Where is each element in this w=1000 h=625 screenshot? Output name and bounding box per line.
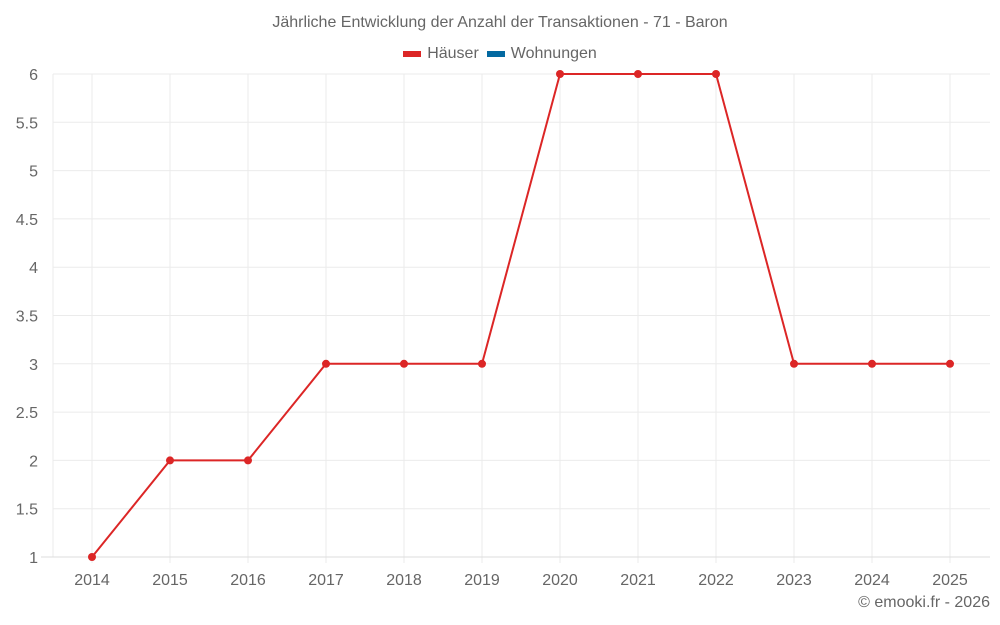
legend: Häuser Wohnungen xyxy=(0,45,1000,63)
x-tick-label: 2020 xyxy=(542,572,578,589)
y-tick-label: 1.5 xyxy=(16,502,38,519)
y-tick-label: 2 xyxy=(29,453,38,470)
data-point xyxy=(88,553,96,561)
data-point xyxy=(244,456,252,465)
data-point xyxy=(868,359,876,368)
x-tick-label: 2015 xyxy=(152,572,188,589)
legend-item-wohnungen[interactable]: Wohnungen xyxy=(486,45,597,63)
x-tick-label: 2016 xyxy=(230,572,266,589)
data-point xyxy=(556,70,564,78)
legend-label-haeuser: Häuser xyxy=(427,45,479,62)
data-point xyxy=(946,359,954,368)
data-point xyxy=(166,456,174,465)
data-point xyxy=(478,359,486,368)
legend-item-haeuser[interactable]: Häuser xyxy=(403,45,479,63)
y-tick-label: 1 xyxy=(29,550,38,567)
series-line xyxy=(91,73,950,558)
x-tick-label: 2022 xyxy=(698,572,734,589)
legend-swatch-haeuser xyxy=(403,51,422,57)
credit-text: © emooki.fr - 2026 xyxy=(858,594,990,611)
legend-swatch-wohnungen xyxy=(486,51,505,57)
chart-title: Jährliche Entwicklung der Anzahl der Tra… xyxy=(272,14,728,31)
x-tick-label: 2019 xyxy=(464,572,500,589)
data-point xyxy=(322,359,330,368)
y-tick-label: 4.5 xyxy=(16,212,38,229)
data-point xyxy=(712,70,720,78)
x-tick-label: 2018 xyxy=(386,572,422,589)
y-tick-label: 6 xyxy=(29,67,38,84)
y-tick-label: 5 xyxy=(29,164,38,181)
x-tick-label: 2025 xyxy=(932,572,968,589)
y-tick-label: 3 xyxy=(29,357,38,374)
y-tick-label: 5.5 xyxy=(16,115,38,132)
data-point xyxy=(634,70,642,78)
x-tick-label: 2014 xyxy=(74,572,110,589)
y-tick-label: 2.5 xyxy=(16,405,38,422)
x-tick-label: 2021 xyxy=(620,572,656,589)
data-point xyxy=(790,359,798,368)
x-tick-label: 2017 xyxy=(308,572,344,589)
x-tick-label: 2023 xyxy=(776,572,812,589)
y-tick-label: 4 xyxy=(29,260,38,277)
data-point xyxy=(400,359,408,368)
legend-label-wohnungen: Wohnungen xyxy=(510,45,597,62)
y-tick-label: 3.5 xyxy=(16,309,38,326)
x-tick-label: 2024 xyxy=(854,572,890,589)
